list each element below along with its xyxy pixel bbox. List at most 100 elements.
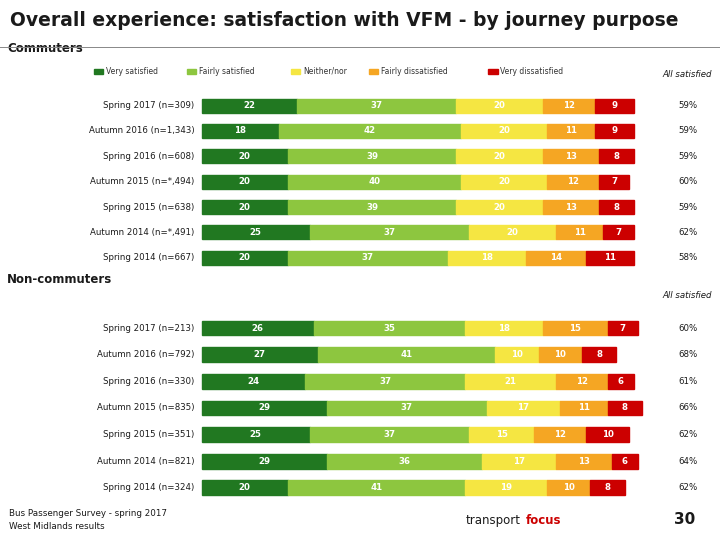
Text: 10: 10	[511, 350, 523, 359]
Text: 9: 9	[611, 126, 617, 136]
Text: 20: 20	[507, 228, 518, 237]
Bar	[599, 150, 634, 163]
Text: 41: 41	[371, 483, 382, 492]
Text: 18: 18	[498, 323, 510, 333]
Bar	[327, 401, 487, 415]
Bar	[595, 124, 634, 138]
Text: 35: 35	[384, 323, 395, 333]
Bar	[456, 200, 543, 214]
Bar	[547, 175, 599, 188]
Text: 58%: 58%	[678, 253, 697, 262]
Text: 62%: 62%	[678, 483, 697, 492]
Bar	[327, 454, 482, 469]
Text: 20: 20	[494, 152, 505, 161]
Text: 37: 37	[379, 377, 391, 386]
Bar	[456, 98, 543, 112]
Text: Autumn 2016 (n=1,343): Autumn 2016 (n=1,343)	[89, 126, 194, 136]
Text: 30: 30	[673, 512, 695, 527]
Text: 59%: 59%	[678, 152, 697, 161]
Bar	[556, 226, 603, 239]
Text: 18: 18	[481, 253, 492, 262]
Bar	[202, 454, 327, 469]
Text: 10: 10	[554, 350, 566, 359]
Bar	[469, 427, 534, 442]
Text: 66%: 66%	[678, 403, 697, 413]
Bar	[297, 98, 456, 112]
Bar	[488, 69, 498, 73]
Bar	[534, 427, 586, 442]
Text: Spring 2014 (n=667): Spring 2014 (n=667)	[103, 253, 194, 262]
Bar	[461, 124, 547, 138]
Text: 8: 8	[596, 350, 602, 359]
Text: 22: 22	[243, 101, 255, 110]
Bar	[202, 374, 305, 389]
Text: 29: 29	[258, 403, 270, 413]
Text: 60%: 60%	[678, 177, 697, 186]
Bar	[202, 226, 310, 239]
Text: 20: 20	[494, 101, 505, 110]
Text: 15: 15	[496, 430, 508, 439]
Bar	[543, 200, 599, 214]
Bar	[279, 124, 461, 138]
Bar	[187, 69, 197, 73]
Text: 20: 20	[239, 483, 251, 492]
Text: 8: 8	[605, 483, 611, 492]
Bar	[543, 98, 595, 112]
Bar	[547, 481, 590, 495]
Bar	[202, 427, 310, 442]
Text: 12: 12	[563, 101, 575, 110]
Bar	[582, 347, 616, 362]
Text: 19: 19	[500, 483, 512, 492]
Text: 13: 13	[565, 152, 577, 161]
Bar	[291, 69, 300, 73]
Bar	[448, 251, 526, 265]
Bar	[202, 200, 288, 214]
Bar	[526, 251, 586, 265]
Text: 13: 13	[565, 202, 577, 212]
Text: 8: 8	[622, 403, 628, 413]
Bar	[556, 454, 612, 469]
Bar	[310, 226, 469, 239]
Text: All satisfied: All satisfied	[663, 70, 712, 79]
Text: 12: 12	[576, 377, 588, 386]
Text: Neither/nor: Neither/nor	[303, 67, 347, 76]
Text: Spring 2015 (n=638): Spring 2015 (n=638)	[103, 202, 194, 212]
Text: Autumn 2014 (n=821): Autumn 2014 (n=821)	[97, 457, 194, 465]
Bar	[305, 374, 465, 389]
Bar	[465, 374, 556, 389]
Text: 20: 20	[239, 177, 251, 186]
Text: Spring 2017 (n=309): Spring 2017 (n=309)	[103, 101, 194, 110]
Bar	[599, 175, 629, 188]
Text: Autumn 2015 (n=*,494): Autumn 2015 (n=*,494)	[90, 177, 194, 186]
Text: 6: 6	[618, 377, 624, 386]
Text: Autumn 2016 (n=792): Autumn 2016 (n=792)	[97, 350, 194, 359]
Text: 18: 18	[235, 126, 246, 136]
Bar	[456, 150, 543, 163]
Text: 10: 10	[563, 483, 575, 492]
Text: Commuters: Commuters	[7, 42, 83, 55]
Text: Spring 2015 (n=351): Spring 2015 (n=351)	[103, 430, 194, 439]
Bar	[314, 321, 465, 335]
Text: 25: 25	[250, 430, 261, 439]
Text: 21: 21	[505, 377, 516, 386]
Bar	[94, 69, 103, 73]
Bar	[288, 200, 456, 214]
Text: 10: 10	[602, 430, 613, 439]
Bar	[560, 401, 608, 415]
Text: 61%: 61%	[678, 377, 697, 386]
Text: 11: 11	[565, 126, 577, 136]
Text: Very satisfied: Very satisfied	[106, 67, 158, 76]
Text: 20: 20	[239, 253, 251, 262]
Text: 25: 25	[250, 228, 261, 237]
Text: 17: 17	[513, 457, 525, 465]
Bar	[288, 251, 448, 265]
Bar	[603, 226, 634, 239]
Bar	[202, 251, 288, 265]
Text: focus: focus	[526, 514, 562, 527]
Text: Spring 2014 (n=324): Spring 2014 (n=324)	[103, 483, 194, 492]
Text: 29: 29	[258, 457, 270, 465]
Bar	[556, 374, 608, 389]
Text: 6: 6	[622, 457, 628, 465]
Bar	[543, 150, 599, 163]
Text: 12: 12	[554, 430, 566, 439]
